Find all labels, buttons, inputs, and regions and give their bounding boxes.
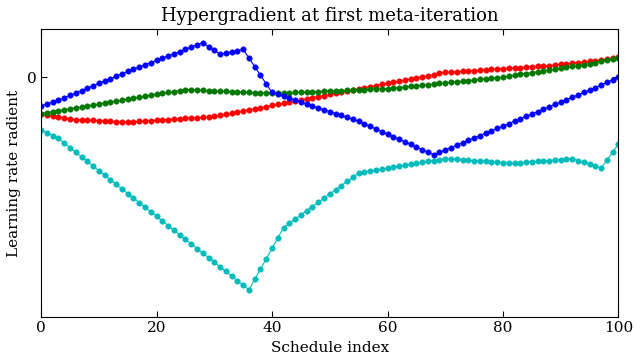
Y-axis label: Learning rate radient: Learning rate radient bbox=[7, 89, 21, 257]
X-axis label: Schedule index: Schedule index bbox=[271, 341, 389, 355]
Title: Hypergradient at first meta-iteration: Hypergradient at first meta-iteration bbox=[161, 7, 499, 25]
